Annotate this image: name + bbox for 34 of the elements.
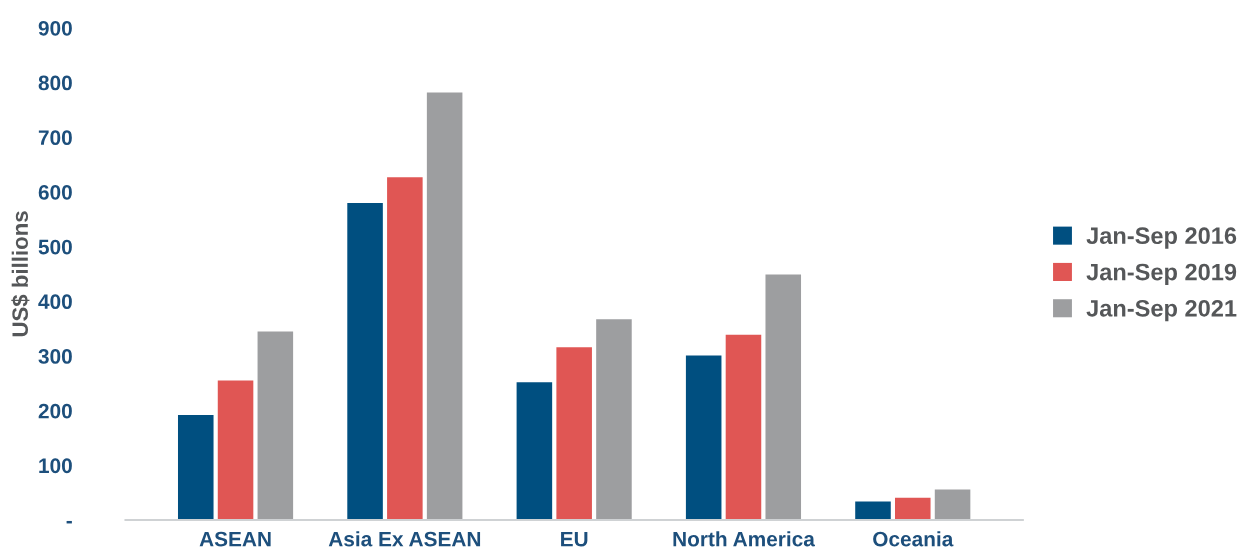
x-tick-label: EU (561, 531, 588, 547)
bar (426, 92, 463, 521)
x-tick-label: Oceania (873, 531, 954, 547)
x-tick-label: ASEAN (199, 531, 271, 547)
y-tick-label: 200 (38, 403, 72, 419)
y-tick-label: 500 (38, 239, 72, 255)
y-tick-label: - (66, 520, 72, 524)
y-tick-label: 100 (39, 458, 72, 474)
y-tick-label: 300 (38, 349, 72, 364)
x-tick-label: Asia Ex ASEAN (328, 531, 481, 547)
y-tick-label: 600 (38, 184, 72, 200)
bar (725, 334, 762, 521)
bar (387, 177, 423, 521)
y-tick-label: 900 (38, 20, 72, 36)
y-tick-label: 400 (38, 294, 72, 310)
bar (516, 382, 553, 521)
y-tick-label: 700 (38, 130, 72, 146)
bar (556, 347, 592, 521)
y-axis-title: US$ billions (11, 211, 30, 337)
bar (895, 497, 931, 521)
bar (685, 355, 722, 521)
bar (257, 331, 294, 521)
bar (855, 501, 891, 521)
bar (177, 415, 214, 521)
legend-label: Jan-Sep 2016 (1086, 227, 1237, 249)
bar (217, 380, 254, 521)
legend-label: Jan-Sep 2019 (1086, 263, 1237, 286)
x-tick-label: North America (673, 531, 815, 547)
bar (596, 319, 632, 521)
y-tick-label: 800 (38, 75, 72, 91)
legend-label: Jan-Sep 2021 (1086, 299, 1237, 322)
bar (765, 274, 802, 521)
bar (347, 202, 383, 521)
bar (934, 489, 971, 521)
